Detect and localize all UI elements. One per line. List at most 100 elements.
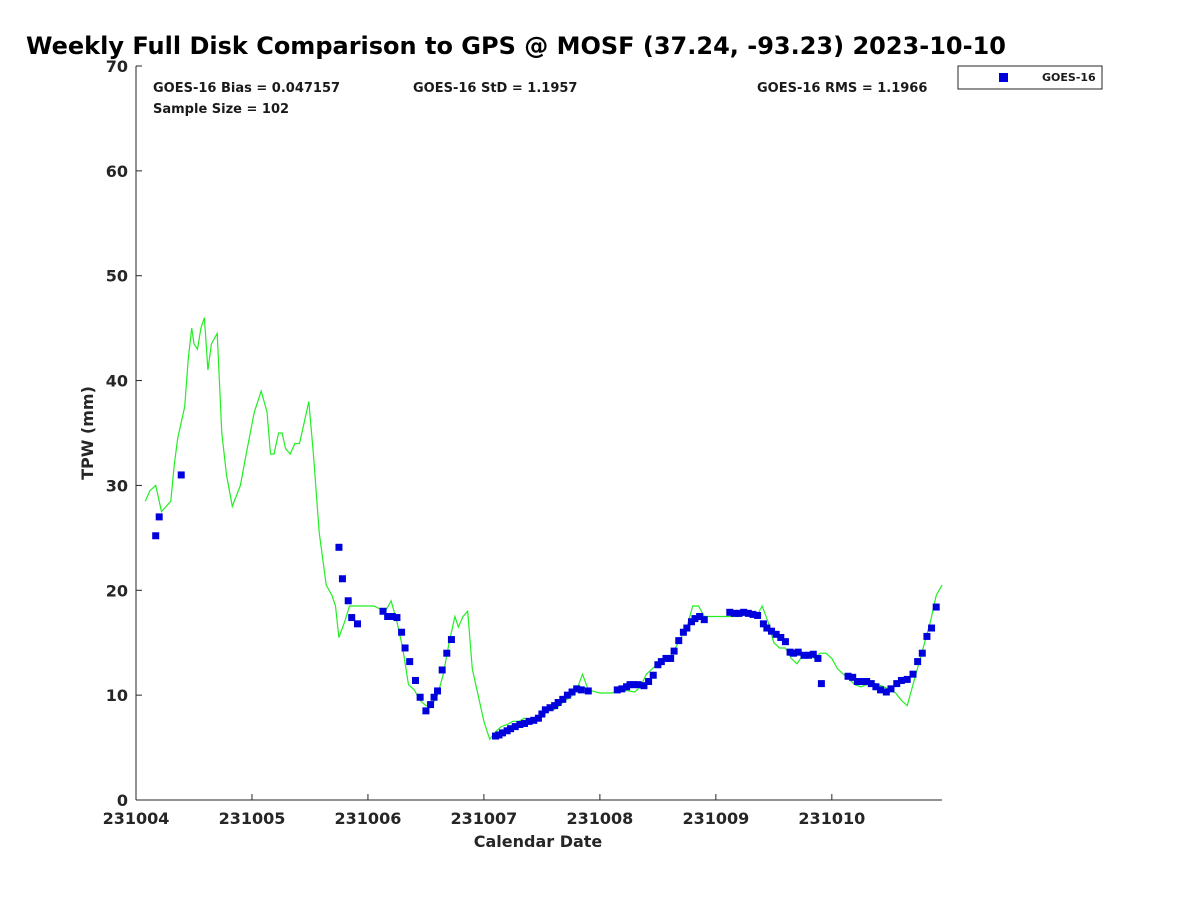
data-point: [438, 666, 446, 674]
data-point: [568, 688, 576, 696]
data-point: [740, 608, 748, 616]
data-point: [909, 670, 917, 678]
data-point: [744, 609, 752, 617]
legend-label-goes16: GOES-16: [1042, 71, 1096, 84]
data-point: [511, 723, 519, 731]
data-point: [554, 698, 562, 706]
data-point: [584, 687, 592, 695]
data-point: [177, 471, 185, 479]
data-point: [790, 649, 798, 657]
y-tick-label: 0: [117, 791, 128, 810]
data-point: [763, 624, 771, 632]
data-point: [406, 658, 414, 666]
x-tick-label: 231005: [219, 809, 286, 828]
stat-bias: GOES-16 Bias = 0.047157: [153, 81, 340, 96]
y-tick-label: 30: [106, 476, 128, 495]
data-point: [928, 624, 936, 632]
data-point: [735, 609, 743, 617]
x-tick-label: 231008: [566, 809, 633, 828]
data-point: [867, 680, 875, 688]
data-point: [393, 614, 401, 622]
x-tick-label: 231009: [682, 809, 749, 828]
series-points-goes16: [152, 471, 940, 740]
y-tick-label: 20: [106, 581, 128, 600]
x-tick-label: 231004: [103, 809, 170, 828]
data-point: [887, 685, 895, 693]
data-point: [849, 673, 857, 681]
data-point: [546, 704, 554, 712]
data-point: [541, 706, 549, 714]
data-point: [657, 658, 665, 666]
data-point: [768, 627, 776, 635]
data-point: [814, 654, 822, 662]
x-tick-label: 231010: [798, 809, 865, 828]
data-point: [430, 693, 438, 701]
data-point: [401, 644, 409, 652]
data-point: [903, 675, 911, 683]
data-point: [844, 672, 852, 680]
data-point: [559, 695, 567, 703]
data-point: [411, 676, 419, 684]
data-point: [794, 648, 802, 656]
data-point: [416, 693, 424, 701]
data-point: [670, 647, 678, 655]
data-point: [675, 637, 683, 645]
data-point: [683, 624, 691, 632]
stat-std: GOES-16 StD = 1.1957: [413, 81, 577, 96]
data-point: [897, 676, 905, 684]
data-point: [630, 681, 638, 689]
data-point: [384, 613, 392, 620]
y-tick-label: 60: [106, 162, 128, 181]
data-point: [877, 686, 885, 694]
data-point: [882, 688, 890, 696]
data-point: [618, 685, 626, 693]
data-point: [772, 630, 780, 638]
data-point: [932, 603, 940, 611]
legend-box: [957, 65, 1103, 90]
data-point: [516, 721, 524, 729]
legend-marker-goes16: [999, 73, 1008, 82]
data-point: [781, 638, 789, 646]
data-point: [613, 686, 621, 694]
data-point: [914, 658, 922, 666]
x-axis-ticks: 231004 231005 231006 231007 231008 231009 2310…: [103, 794, 865, 828]
y-axis-label: TPW (mm): [78, 386, 97, 480]
y-tick-label: 50: [106, 267, 128, 286]
y-tick-label: 10: [106, 686, 128, 705]
data-point: [427, 701, 435, 709]
chart-title: Weekly Full Disk Comparison to GPS @ MOS…: [26, 32, 1006, 60]
data-point: [749, 610, 757, 618]
data-point: [434, 687, 442, 695]
y-axis-ticks: 0 10 20 30 40 50 60 70: [106, 57, 142, 810]
data-point: [640, 682, 648, 690]
data-point: [338, 575, 346, 583]
data-point: [858, 678, 866, 686]
data-point: [498, 729, 506, 737]
data-point: [777, 633, 785, 641]
data-point: [853, 678, 861, 686]
stat-sample-size: Sample Size = 102: [153, 102, 289, 117]
data-point: [563, 691, 571, 699]
data-point: [573, 685, 581, 693]
data-point: [679, 628, 687, 636]
data-point: [507, 725, 515, 733]
data-point: [649, 671, 657, 679]
y-tick-label: 70: [106, 57, 128, 76]
data-point: [662, 654, 670, 662]
data-point: [691, 615, 699, 623]
data-point: [696, 613, 704, 620]
data-point: [398, 628, 406, 636]
data-point: [893, 680, 901, 688]
data-point: [155, 513, 163, 521]
data-point: [521, 719, 529, 727]
data-point: [538, 710, 546, 718]
data-point: [388, 613, 396, 620]
data-point: [152, 532, 160, 540]
data-point: [354, 620, 362, 628]
data-point: [863, 678, 871, 686]
data-point: [809, 650, 817, 658]
data-point: [667, 654, 675, 662]
data-point: [443, 649, 451, 657]
legend: GOES-16: [957, 65, 1103, 90]
